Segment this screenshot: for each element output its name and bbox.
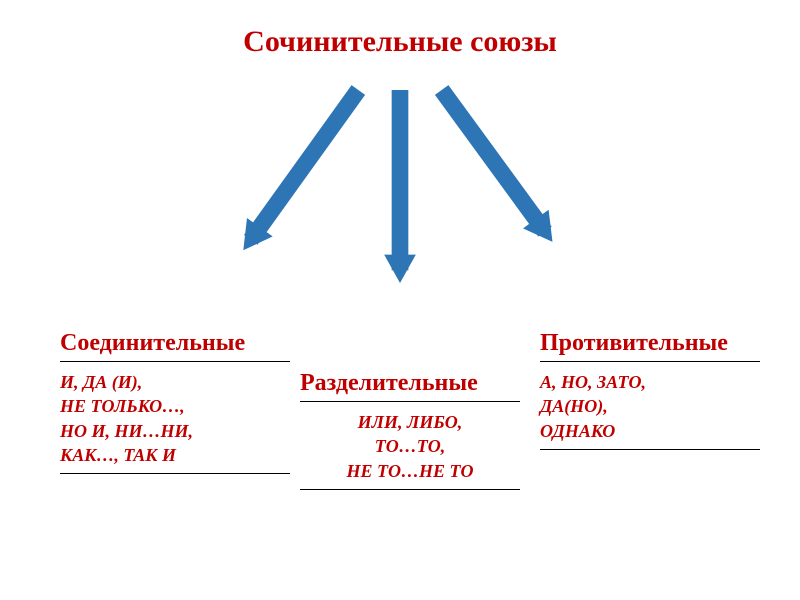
category-connective: Соединительные И, ДА (И), НЕ ТОЛЬКО…, НО… — [60, 330, 290, 474]
arrow-line — [251, 90, 359, 240]
category-items-connective: И, ДА (И), НЕ ТОЛЬКО…, НО И, НИ…НИ, КАК…… — [60, 370, 290, 474]
category-items-adversative: А, НО, ЗАТО, ДА(НО), ОДНАКО — [540, 370, 760, 450]
arrows-svg — [150, 65, 650, 315]
arrow-line — [442, 90, 545, 232]
category-disjunctive: Разделительные ИЛИ, ЛИБО, ТО…ТО, НЕ ТО…Н… — [300, 370, 520, 490]
category-adversative: Противительные А, НО, ЗАТО, ДА(НО), ОДНА… — [540, 330, 760, 450]
diagram-title: Сочинительные союзы — [0, 25, 800, 59]
category-title-disjunctive: Разделительные — [300, 370, 520, 402]
category-items-disjunctive: ИЛИ, ЛИБО, ТО…ТО, НЕ ТО…НЕ ТО — [300, 410, 520, 490]
slide-canvas: Сочинительные союзы Соединительные И, ДА… — [0, 0, 800, 600]
category-title-adversative: Противительные — [540, 330, 760, 362]
category-title-connective: Соединительные — [60, 330, 290, 362]
arrow-group — [251, 90, 545, 270]
